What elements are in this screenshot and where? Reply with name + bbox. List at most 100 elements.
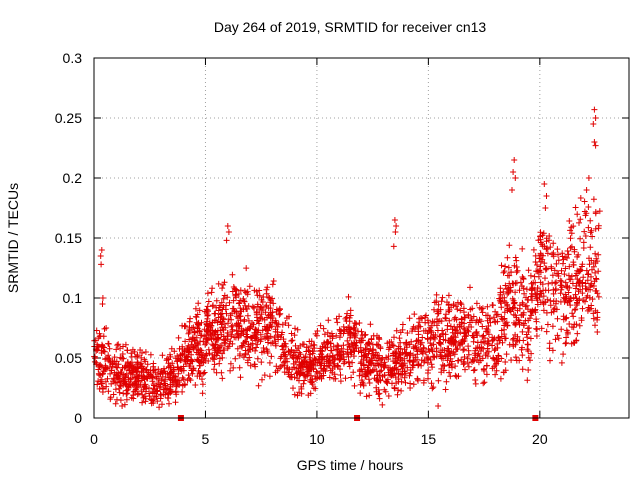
data-point [277,355,284,362]
data-point [461,346,468,353]
data-point [142,349,149,355]
data-point [94,347,101,353]
data-point [299,359,306,366]
data-point [571,321,578,328]
data-point [277,334,284,341]
data-point [393,366,400,373]
data-point [368,335,375,342]
data-point [577,195,584,201]
data-point [208,289,215,296]
data-point [358,377,365,384]
data-point [543,193,550,199]
data-point [225,343,232,350]
data-point [308,372,314,379]
data-point [498,313,505,320]
data-point [388,371,395,378]
data-point [338,345,345,352]
x-axis-title: GPS time / hours [297,457,404,473]
data-point [99,301,106,307]
data-point [431,299,438,306]
data-point [483,371,490,378]
data-point [477,357,484,364]
data-point [492,308,499,315]
data-point [357,381,364,388]
data-point [553,260,560,267]
data-point [494,341,501,347]
data-point [307,364,314,371]
data-point [595,293,602,300]
data-point [195,347,202,354]
data-point [510,335,517,342]
data-point [565,272,572,279]
data-point [205,298,212,305]
data-point [115,341,122,348]
data-point [516,287,523,294]
data-point [188,351,195,358]
data-point [511,262,518,269]
data-point [593,287,600,294]
data-point [417,347,424,354]
data-point [526,315,533,322]
data-point [172,399,179,406]
data-point [460,347,467,354]
data-point [552,336,559,343]
data-point [288,330,295,337]
data-point [558,286,565,293]
data-point [337,378,344,385]
data-point [578,315,585,321]
data-point [264,284,271,291]
data-point [288,338,295,344]
data-point [141,383,148,390]
data-point [429,385,436,392]
data-point [502,263,509,270]
data-point [435,403,442,409]
y-tick-label: 0.15 [55,230,82,246]
data-point [519,328,526,335]
data-point [374,377,381,384]
data-point [363,393,370,400]
data-point [492,371,499,378]
data-point [310,360,317,367]
data-point [503,351,510,358]
data-point [495,335,502,341]
data-point [179,351,186,358]
data-point [221,279,228,286]
data-point [493,356,500,363]
data-point [316,370,323,377]
data-point [554,315,561,322]
data-point [346,359,352,366]
data-point [219,285,226,292]
data-point [147,351,154,358]
data-point [230,364,237,371]
data-point [220,326,227,333]
data-point [541,181,548,187]
data-point [259,327,266,334]
data-point [222,340,229,347]
data-point [106,345,113,352]
data-point [420,327,427,334]
data-point [452,342,459,349]
data-point [351,382,358,389]
data-point [524,377,531,384]
data-point [401,346,408,353]
data-point [499,339,506,346]
data-point [502,282,509,289]
data-point [577,286,584,293]
data-point [387,368,394,374]
data-point [565,289,572,296]
data-point [534,268,541,275]
data-point [577,216,584,223]
data-point [381,386,388,393]
data-point [362,331,369,338]
data-point [224,223,231,229]
data-point [342,375,349,382]
data-point [516,317,522,324]
data-point [584,271,591,278]
data-point [322,344,329,351]
data-point [217,342,224,349]
data-point [590,315,597,322]
data-point [301,377,308,384]
data-point [366,392,373,399]
data-point [282,320,289,326]
data-point [508,269,515,276]
